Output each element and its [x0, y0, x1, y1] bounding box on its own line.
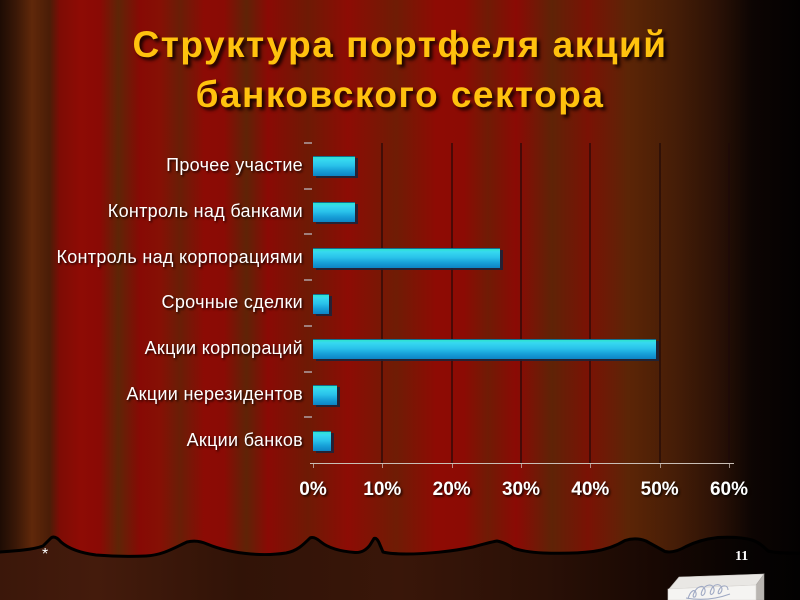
bar [313, 156, 355, 177]
slide-title-line-1: Структура портфеля акций [132, 24, 668, 65]
bottom-strip-fill [0, 537, 800, 600]
bar [313, 384, 337, 405]
x-axis-tick [659, 464, 661, 468]
gridline [658, 143, 661, 463]
x-axis-tick [382, 464, 384, 468]
slide-title-line-2: банковского сектора [195, 74, 605, 115]
bar [313, 247, 501, 268]
gridline [520, 143, 522, 463]
torn-edge-divider [0, 535, 800, 600]
x-axis-label: 0% [299, 479, 327, 500]
category-axis-tick [304, 279, 312, 282]
category-axis-tick [304, 142, 312, 144]
x-axis-tick [729, 464, 730, 468]
x-axis-label: 20% [432, 479, 471, 500]
category-axis-tick [304, 187, 312, 190]
category-axis-tick [304, 324, 312, 327]
x-axis-tick [313, 464, 314, 468]
bar [313, 293, 329, 314]
x-axis-label: 60% [709, 479, 749, 500]
gridline [381, 143, 384, 463]
category-axis-tick [304, 370, 312, 373]
x-axis-label: 10% [363, 479, 402, 500]
x-axis-tick [451, 464, 453, 468]
category-axis-tick [304, 416, 312, 419]
category-label: Срочные сделки [161, 292, 303, 313]
x-axis-tick [590, 464, 592, 468]
eraser-3d-box-icon [667, 573, 765, 600]
footnote-asterisk: * [42, 546, 49, 563]
x-axis-tick [521, 464, 522, 468]
gridline [728, 143, 730, 463]
category-label: Прочее участие [166, 155, 303, 176]
category-label: Акции корпораций [144, 338, 303, 359]
gridline [589, 143, 592, 463]
bar [313, 202, 355, 223]
x-axis-label: 40% [571, 479, 610, 500]
category-label: Контроль над корпорациями [56, 246, 303, 267]
x-axis-label: 30% [501, 479, 541, 500]
scribble-icon [685, 584, 731, 600]
category-label: Акции нерезидентов [126, 383, 303, 404]
x-axis-label: 50% [640, 479, 679, 500]
bar [313, 339, 657, 360]
bar [313, 430, 331, 451]
slide-number: 11 [735, 549, 749, 564]
category-label: Контроль над банками [107, 201, 303, 222]
slide-title: Структура портфеля акций банковского сек… [0, 20, 800, 120]
category-label: Акции банков [186, 429, 303, 450]
category-axis-tick [304, 233, 312, 236]
torn-edge-line [0, 535, 800, 558]
gridline [450, 143, 453, 463]
x-axis-line [310, 463, 734, 464]
